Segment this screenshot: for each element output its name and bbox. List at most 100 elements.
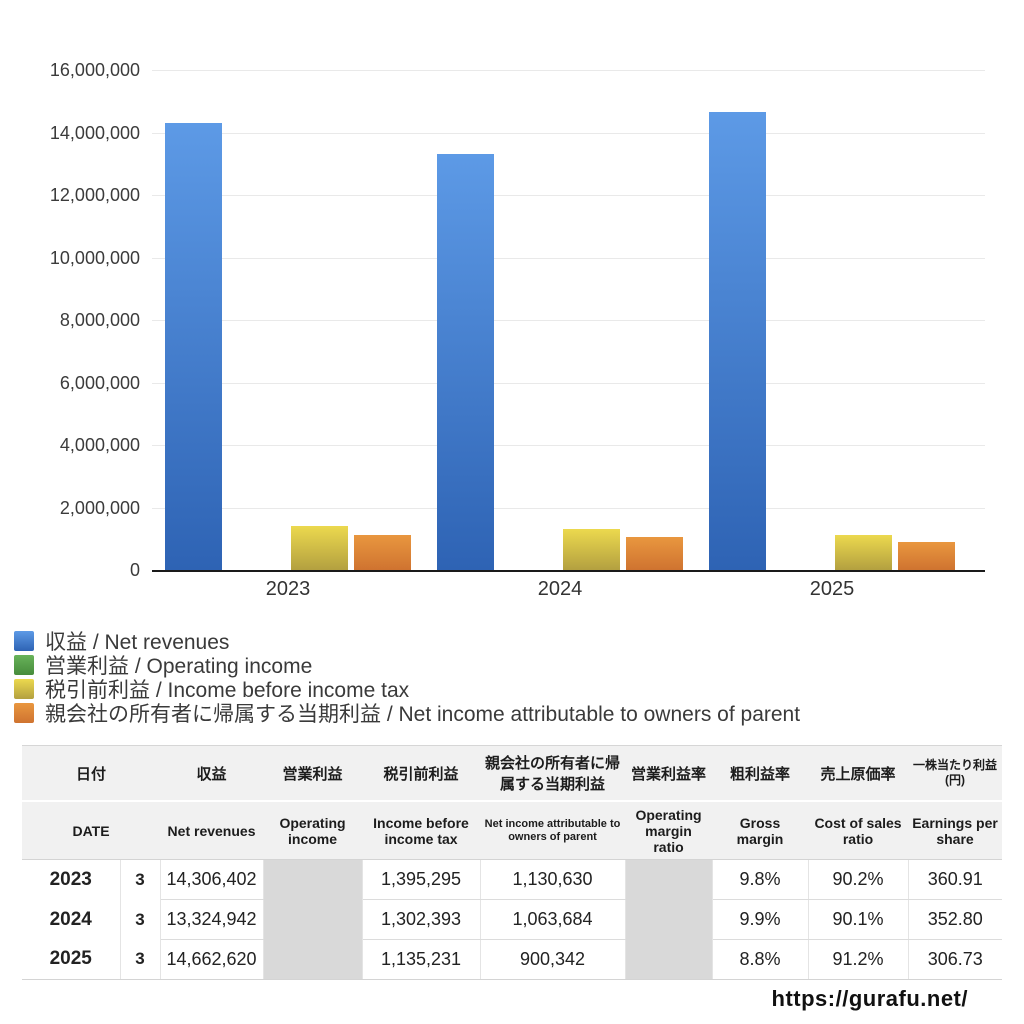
y-axis-tick-label: 14,000,000 <box>49 122 140 143</box>
y-axis-tick-label: 8,000,000 <box>59 310 140 330</box>
legend-label: 収益 / Net revenues <box>45 630 230 654</box>
site-url: https://gurafu.net/ <box>771 986 968 1011</box>
gridline <box>152 132 985 134</box>
legend-label: 親会社の所有者に帰属する当期利益 / Net income attributab… <box>45 702 801 726</box>
table-row-2024: 2024 3 13,324,942 1,302,393 1,063,684 9.9% 90.… <box>22 899 1003 940</box>
gridline <box>152 257 985 259</box>
table-cell-r2-c2: 14,662,620 <box>160 939 264 980</box>
legend-swatch <box>14 630 34 651</box>
x-axis-tick-label: 2024 <box>537 578 583 600</box>
table-cell-r0-c6 <box>625 859 713 900</box>
gridline <box>152 320 985 321</box>
gridline <box>152 70 985 71</box>
y-axis-tick-label: 6,000,000 <box>59 372 140 393</box>
table-cell-r1-c7: 9.9% <box>712 899 809 940</box>
table-header-en-0: DATE <box>22 801 161 860</box>
table-header-en-5: Operating margin ratio <box>625 801 713 860</box>
y-axis-tick-label: 0 <box>129 560 140 580</box>
table-header-en-1: Net revenues <box>160 801 264 860</box>
table-header-en-8: Earnings per share <box>908 801 1003 860</box>
table-cell-r1-c0: 2024 <box>22 899 121 940</box>
table-cell-r1-c9: 352.80 <box>908 899 1003 940</box>
table-header-en-3: Income before income tax <box>362 801 481 860</box>
table-header-en-4: Net income attributable to owners of par… <box>480 801 626 860</box>
table-header-jp-2: 営業利益 <box>263 745 363 802</box>
bar-2023-series-2 <box>291 526 348 570</box>
table-cell-r0-c0: 2023 <box>22 859 121 900</box>
y-axis-tick-label: 4,000,000 <box>59 435 140 455</box>
bar-chart: 0 2,000,000 4,000,000 6,000,000 8,000,000 10,… <box>49 60 985 600</box>
table-cell-r1-c4: 1,302,393 <box>362 899 481 940</box>
financial-table: 日付 収益 営業利益 税引前利益 親会社の所有者に帰属する当期利益 営業利益率 粗利益率 売上… <box>22 745 1003 980</box>
table-header-jp-7: 売上原価率 <box>808 745 909 802</box>
gridline <box>152 382 985 384</box>
legend-item-3: 親会社の所有者に帰属する当期利益 / Net income attributab… <box>14 702 800 726</box>
table-cell-r0-c3 <box>263 859 363 900</box>
bar-2025-series-2 <box>835 534 892 570</box>
table-cell-r0-c8: 90.2% <box>808 859 909 900</box>
table-cell-r2-c9: 306.73 <box>908 939 1003 980</box>
bar-2024-series-0 <box>437 153 494 570</box>
table-cell-r0-c1: 3 <box>120 859 161 900</box>
y-axis-tick-label: 12,000,000 <box>49 185 140 205</box>
table-row-2023: 2023 3 14,306,402 1,395,295 1,130,630 9.8% 90.… <box>22 859 1003 900</box>
gridline <box>152 445 985 446</box>
y-axis-tick-label: 10,000,000 <box>49 247 140 268</box>
table-header-row-en: DATE Net revenues Operating income Income b… <box>22 801 1003 860</box>
table-header-en-7: Cost of sales ratio <box>808 801 909 860</box>
bar-2023-series-3 <box>354 534 411 570</box>
legend-swatch <box>14 678 34 699</box>
table-header-en-2: Operating income <box>263 801 363 860</box>
table-header-jp-8: 一株当たり利益(円) <box>908 745 1003 802</box>
table-cell-r1-c1: 3 <box>120 899 161 940</box>
table-header-jp-0: 日付 <box>22 745 161 802</box>
y-axis-tick-label: 16,000,000 <box>49 60 140 80</box>
legend-label: 営業利益 / Operating income <box>45 654 313 678</box>
x-axis-tick-label: 2023 <box>265 578 311 600</box>
table-cell-r0-c7: 9.8% <box>712 859 809 900</box>
table-cell-r1-c3 <box>263 899 363 940</box>
legend-item-1: 営業利益 / Operating income <box>14 654 800 678</box>
table-cell-r0-c5: 1,130,630 <box>480 859 626 900</box>
table-cell-r2-c8: 91.2% <box>808 939 909 980</box>
legend-label: 税引前利益 / Income before income tax <box>45 678 410 702</box>
table-cell-r0-c4: 1,395,295 <box>362 859 481 900</box>
table-header-row-jp: 日付 収益 営業利益 税引前利益 親会社の所有者に帰属する当期利益 営業利益率 粗利益率 売上… <box>22 745 1003 802</box>
legend-item-2: 税引前利益 / Income before income tax <box>14 678 800 702</box>
table-cell-r0-c2: 14,306,402 <box>160 859 264 900</box>
bar-2025-series-3 <box>898 541 955 570</box>
table-cell-r2-c3 <box>263 939 363 980</box>
table-header-jp-5: 営業利益率 <box>625 745 713 802</box>
table-cell-r0-c9: 360.91 <box>908 859 1003 900</box>
table-cell-r2-c0: 2025 <box>22 939 121 980</box>
gridline <box>152 507 985 509</box>
legend-swatch <box>14 654 34 675</box>
legend-swatch <box>14 702 34 723</box>
x-axis-tick-label: 2025 <box>809 578 855 600</box>
table-cell-r2-c5: 900,342 <box>480 939 626 980</box>
bar-2024-series-2 <box>563 529 620 570</box>
table-cell-r2-c1: 3 <box>120 939 161 980</box>
bar-2023-series-0 <box>165 122 222 570</box>
y-axis-tick-label: 2,000,000 <box>59 497 140 518</box>
table-cell-r1-c8: 90.1% <box>808 899 909 940</box>
table-header-jp-6: 粗利益率 <box>712 745 809 802</box>
table-row-2025: 2025 3 14,662,620 1,135,231 900,342 8.8% 91.2%… <box>22 939 1003 980</box>
table-cell-r2-c6 <box>625 939 713 980</box>
gridline <box>152 195 985 196</box>
table-cell-r1-c6 <box>625 899 713 940</box>
bar-2024-series-3 <box>626 536 683 570</box>
table-cell-r2-c4: 1,135,231 <box>362 939 481 980</box>
plot-area <box>152 70 985 572</box>
table-cell-r1-c5: 1,063,684 <box>480 899 626 940</box>
table-cell-r1-c2: 13,324,942 <box>160 899 264 940</box>
table-header-en-6: Gross margin <box>712 801 809 860</box>
table-header-jp-4: 親会社の所有者に帰属する当期利益 <box>480 745 626 802</box>
bar-2025-series-0 <box>709 111 766 570</box>
table-cell-r2-c7: 8.8% <box>712 939 809 980</box>
table-header-jp-3: 税引前利益 <box>362 745 481 802</box>
chart-legend: 収益 / Net revenues 営業利益 / Operating income… <box>14 630 800 726</box>
table-header-jp-1: 収益 <box>160 745 264 802</box>
legend-item-0: 収益 / Net revenues <box>14 630 800 654</box>
